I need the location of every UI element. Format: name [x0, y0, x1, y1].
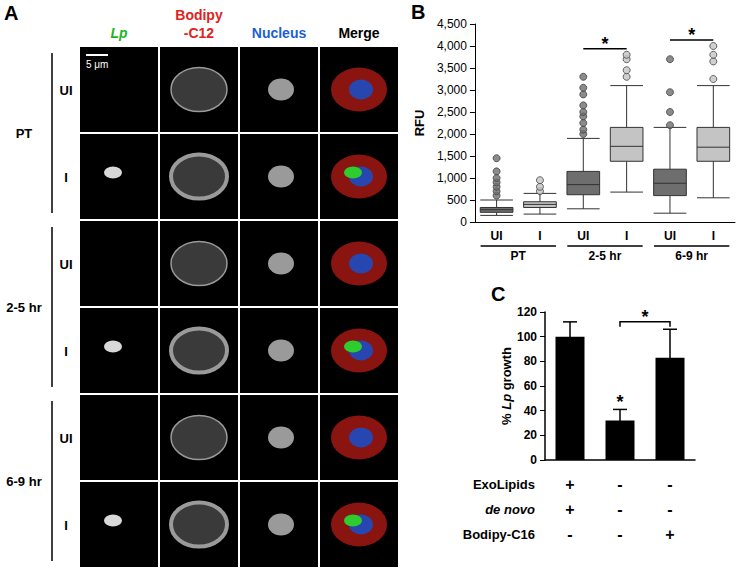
svg-text:I: I	[64, 518, 68, 533]
svg-text:*: *	[688, 25, 695, 45]
svg-text:1,000: 1,000	[437, 171, 467, 185]
svg-text:2-5 hr: 2-5 hr	[589, 249, 622, 263]
svg-text:3,500: 3,500	[437, 61, 467, 75]
svg-text:1,500: 1,500	[437, 149, 467, 163]
svg-text:A: A	[4, 2, 18, 24]
svg-text:+: +	[665, 526, 674, 543]
svg-text:-: -	[667, 501, 672, 518]
svg-text:-: -	[617, 476, 622, 493]
svg-text:Bodipy: Bodipy	[175, 7, 223, 23]
svg-text:%: %	[499, 410, 514, 425]
svg-text:5 μm: 5 μm	[86, 59, 108, 70]
svg-text:0: 0	[460, 215, 467, 229]
svg-text:UI: UI	[577, 229, 589, 243]
svg-text:UI: UI	[491, 229, 503, 243]
svg-text:6-9 hr: 6-9 hr	[6, 474, 41, 489]
svg-text:500: 500	[447, 193, 467, 207]
svg-text:PT: PT	[511, 249, 527, 263]
svg-text:RFU: RFU	[412, 110, 427, 137]
svg-text:0: 0	[530, 453, 537, 467]
svg-text:2,000: 2,000	[437, 127, 467, 141]
svg-text:I: I	[64, 170, 68, 185]
svg-text:*: *	[616, 392, 623, 412]
svg-text:Bodipy-C16: Bodipy-C16	[463, 527, 535, 542]
svg-text:UI: UI	[664, 229, 676, 243]
svg-text:+: +	[565, 476, 574, 493]
svg-text:*: *	[641, 307, 648, 327]
svg-text:I: I	[538, 229, 541, 243]
svg-text:2,500: 2,500	[437, 105, 467, 119]
svg-text:B: B	[411, 1, 425, 23]
svg-text:4,000: 4,000	[437, 39, 467, 53]
svg-text:-: -	[617, 501, 622, 518]
svg-text:-C12: -C12	[184, 25, 215, 41]
svg-text:80: 80	[524, 354, 538, 368]
svg-text:UI: UI	[60, 257, 73, 272]
svg-text:Lp: Lp	[110, 25, 128, 41]
svg-text:-: -	[617, 526, 622, 543]
svg-text:Lp: Lp	[499, 394, 514, 410]
svg-text:I: I	[625, 229, 628, 243]
svg-text:4,500: 4,500	[437, 17, 467, 31]
svg-text:Merge: Merge	[338, 25, 379, 41]
svg-text:3,000: 3,000	[437, 83, 467, 97]
svg-text:40: 40	[524, 404, 538, 418]
svg-text:6-9 hr: 6-9 hr	[675, 249, 708, 263]
svg-text:ExoLipids: ExoLipids	[473, 477, 535, 492]
svg-text:C: C	[491, 283, 505, 305]
svg-text:de novo: de novo	[485, 502, 535, 517]
svg-text:UI: UI	[60, 431, 73, 446]
svg-text:100: 100	[517, 330, 537, 344]
svg-text:*: *	[601, 34, 608, 54]
svg-text:I: I	[64, 344, 68, 359]
svg-text:-: -	[567, 526, 572, 543]
svg-text:2-5 hr: 2-5 hr	[6, 300, 41, 315]
svg-text:Nucleus: Nucleus	[252, 25, 307, 41]
svg-text:120: 120	[517, 305, 537, 319]
svg-text:I: I	[712, 229, 715, 243]
svg-text:+: +	[565, 501, 574, 518]
svg-text:PT: PT	[16, 126, 33, 141]
svg-text:60: 60	[524, 379, 538, 393]
svg-text:growth: growth	[499, 347, 514, 394]
svg-text:20: 20	[524, 428, 538, 442]
svg-text:-: -	[667, 476, 672, 493]
svg-text:UI: UI	[60, 83, 73, 98]
